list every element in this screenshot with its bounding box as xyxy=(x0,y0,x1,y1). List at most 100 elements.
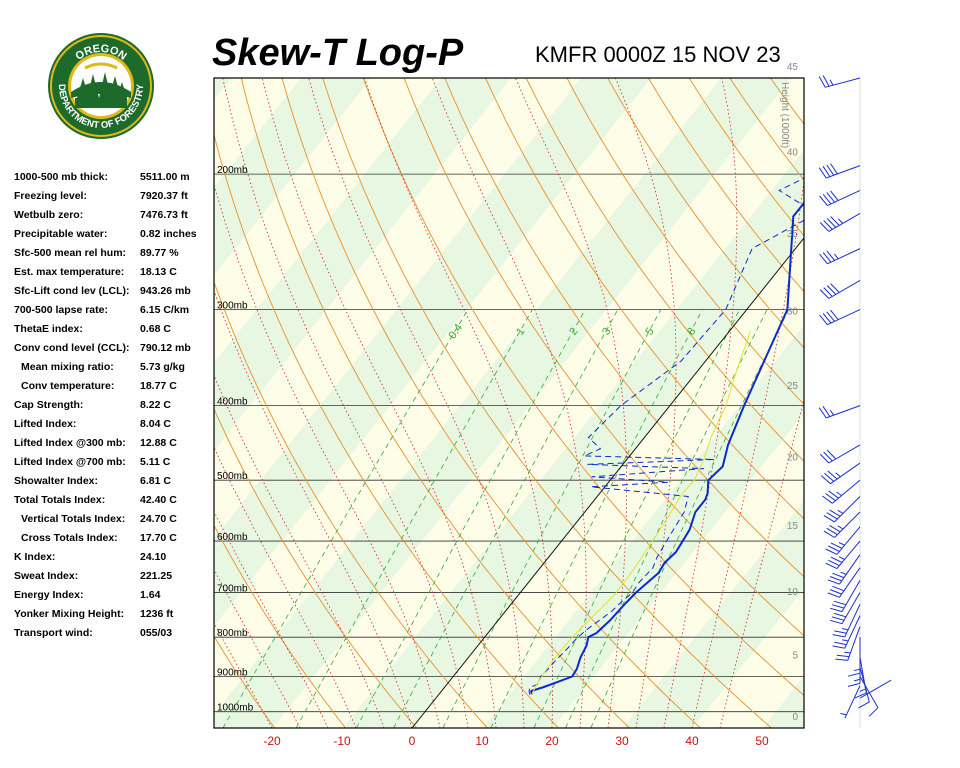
pressure-label: 800mb xyxy=(217,628,248,639)
moist-adiabat xyxy=(719,398,804,728)
mixing-ratio-line xyxy=(565,309,768,728)
wind-barb xyxy=(823,511,861,538)
index-row: 700-500 lapse rate: 6.15 C/km xyxy=(14,301,214,320)
mixing-ratio-line xyxy=(355,309,586,728)
isotherm-band xyxy=(622,500,804,728)
pressure-label: 1000mb xyxy=(217,703,254,714)
wind-barb xyxy=(822,479,861,504)
mixing-ratio-line xyxy=(222,309,469,728)
index-label: Sweat Index: xyxy=(14,570,79,582)
wind-barb xyxy=(832,604,861,638)
index-label: Energy Index: xyxy=(14,589,84,601)
pressure-label: 900mb xyxy=(217,668,248,679)
isotherm-band xyxy=(214,78,652,627)
index-label: K Index: xyxy=(14,551,56,563)
index-label: 1000-500 mb thick: xyxy=(14,171,108,183)
index-row: Lifted Index @700 mb: 5.11 C xyxy=(14,453,214,472)
wind-barb xyxy=(819,309,861,326)
dry-adiabat xyxy=(214,133,559,728)
moist-adiabat xyxy=(431,78,587,728)
station-timestamp: KMFR 0000Z 15 NOV 23 xyxy=(535,42,781,67)
wind-barb xyxy=(854,657,867,699)
index-value: 221.25 xyxy=(140,570,173,582)
index-value: 1236 ft xyxy=(140,608,174,620)
index-label: Sfc-500 mean rel hum: xyxy=(14,247,127,259)
height-tick-label: 15 xyxy=(787,521,799,532)
dry-adiabat xyxy=(214,407,417,728)
index-row: Conv temperature: 18.77 C xyxy=(14,377,214,396)
mixing-ratio-label: 8 xyxy=(685,326,698,338)
wind-barb xyxy=(818,405,861,419)
height-tick-label: 40 xyxy=(787,148,799,159)
height-tick-label: 0 xyxy=(792,712,798,723)
index-row: Yonker Mixing Height: 1236 ft xyxy=(14,605,214,624)
index-value: 24.10 xyxy=(140,551,167,563)
parcel-profile xyxy=(531,330,751,695)
x-tick-label: 40 xyxy=(685,734,699,748)
index-label: ThetaE index: xyxy=(14,323,83,335)
wind-barb xyxy=(818,163,861,179)
index-row: Conv cond level (CCL): 790.12 mb xyxy=(14,339,214,358)
index-label: Lifted Index @300 mb: xyxy=(14,437,126,449)
index-label: 700-500 lapse rate: xyxy=(14,304,108,316)
index-value: 24.70 C xyxy=(140,513,177,525)
dry-adiabat xyxy=(214,635,275,728)
index-value: 18.77 C xyxy=(140,380,177,392)
wind-barb xyxy=(823,496,861,523)
index-value: 12.88 C xyxy=(140,437,177,449)
index-row: Energy Index: 1.64 xyxy=(14,586,214,605)
mixing-ratio-label: 2 xyxy=(567,326,580,338)
mixing-ratio-line xyxy=(533,309,741,728)
height-tick-label: 20 xyxy=(787,452,799,463)
mixing-ratio-line xyxy=(393,309,619,728)
index-label: Yonker Mixing Height: xyxy=(14,608,125,620)
index-value: 5.73 g/kg xyxy=(140,361,185,373)
wind-barb xyxy=(835,626,861,661)
x-tick-label: -20 xyxy=(263,734,281,748)
wind-barb xyxy=(840,685,861,719)
moist-adiabat xyxy=(214,446,357,728)
height-tick-label: 25 xyxy=(787,381,799,392)
wind-barb xyxy=(825,526,861,555)
mixing-ratio-label: 5 xyxy=(643,326,656,338)
wind-barb xyxy=(819,213,861,232)
dry-adiabat xyxy=(240,78,630,728)
height-tick-label: 10 xyxy=(787,587,799,598)
index-value: 89.77 % xyxy=(140,247,179,259)
dry-adiabat xyxy=(403,78,804,637)
index-row: Sweat Index: 221.25 xyxy=(14,567,214,586)
svg-text:OREGON: OREGON xyxy=(73,43,128,63)
dry-adiabat xyxy=(281,78,701,728)
x-tick-label: 30 xyxy=(615,734,629,748)
index-row: Freezing level: 7920.37 ft xyxy=(14,187,214,206)
index-row: Sfc-500 mean rel hum: 89.77 % xyxy=(14,244,214,263)
index-row: Total Totals Index: 42.40 C xyxy=(14,491,214,510)
moist-adiabat xyxy=(308,78,525,728)
index-label: Vertical Totals Index: xyxy=(21,513,126,525)
mixing-ratio-label: 3 xyxy=(600,326,613,338)
isotherm-band xyxy=(214,78,512,451)
moist-adiabat xyxy=(214,622,273,728)
index-row: ThetaE index: 0.68 C xyxy=(14,320,214,339)
index-value: 18.13 C xyxy=(140,266,177,278)
wind-barb xyxy=(819,248,861,265)
dry-adiabat xyxy=(933,78,960,728)
dry-adiabat xyxy=(566,78,804,405)
x-tick-label: 0 xyxy=(409,734,416,748)
wind-barb xyxy=(859,676,879,717)
index-label: Cross Totals Index: xyxy=(21,532,118,544)
dry-adiabat xyxy=(525,78,804,462)
mixing-ratio-label: 1 xyxy=(514,326,527,338)
wind-barb xyxy=(820,462,861,485)
pressure-label: 300mb xyxy=(217,301,248,312)
height-tick-label: 30 xyxy=(787,307,799,318)
index-row: Est. max temperature: 18.13 C xyxy=(14,263,214,282)
index-row: Wetbulb zero: 7476.73 ft xyxy=(14,206,214,225)
index-label: Precipitable water: xyxy=(14,228,108,240)
moist-adiabat xyxy=(214,183,441,728)
index-label: Transport wind: xyxy=(14,627,93,639)
isotherm-band xyxy=(342,149,804,728)
height-tick-label: 5 xyxy=(792,651,798,662)
index-value: 055/03 xyxy=(140,627,173,639)
